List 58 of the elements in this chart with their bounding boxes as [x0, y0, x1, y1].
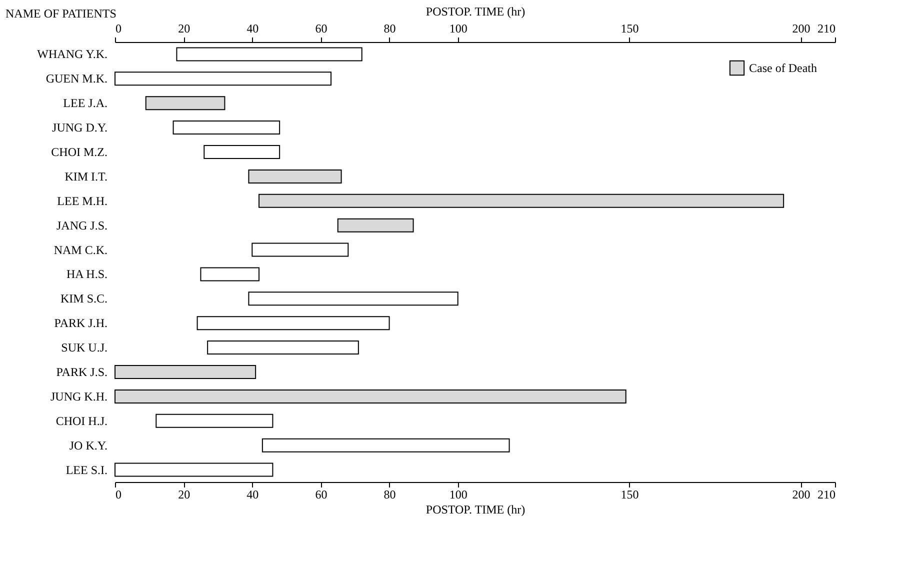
y-tick-label: PARK J.S.: [56, 365, 108, 379]
y-tick-label: HA H.S.: [66, 267, 108, 282]
y-tick-label: SUK U.J.: [61, 340, 108, 355]
x2-tick-label: 20: [178, 22, 190, 36]
legend-label: Case of Death: [749, 61, 817, 75]
y-tick-label: LEE M.H.: [57, 194, 108, 208]
bar: [114, 72, 332, 86]
y-axis-title: NAME OF PATIENTS: [6, 6, 116, 20]
x2-tick-label: 40: [246, 22, 259, 36]
x2-axis-title: POSTOP. TIME (hr): [426, 4, 526, 18]
x-tick-label: 60: [315, 488, 328, 502]
x-tick-label: 200: [792, 488, 810, 502]
y-tick-label: KIM I.T.: [64, 169, 108, 184]
y-tick-label: JANG J.S.: [56, 218, 108, 232]
x-tick-label: 20: [178, 488, 190, 502]
bar: [114, 389, 626, 404]
x2-tick-label: 150: [620, 22, 639, 36]
y-tick-label: CHOI H.J.: [56, 414, 108, 428]
x-axis-title: POSTOP. TIME (hr): [426, 502, 526, 516]
y-tick-label: KIM S.C.: [60, 292, 108, 306]
x2-tick-label: 0: [116, 22, 122, 36]
bar: [176, 47, 362, 62]
bar: [156, 414, 274, 428]
x-tick-label: 150: [620, 488, 639, 502]
x2-tick-label: 100: [449, 22, 468, 36]
y-tick-label: LEE J.A.: [63, 96, 108, 110]
y-tick-label: GUEN M.K.: [46, 72, 108, 86]
bar: [248, 169, 342, 184]
x-tick-label: 210: [818, 488, 836, 502]
y-tick-label: JUNG K.H.: [50, 389, 108, 404]
y-tick-label: PARK J.H.: [54, 316, 108, 330]
bar: [114, 462, 274, 477]
bar: [248, 292, 458, 306]
y-tick-label: LEE S.I.: [66, 462, 108, 477]
bar: [145, 96, 226, 110]
bar: [337, 218, 414, 232]
y-tick-label: JUNG D.Y.: [52, 120, 108, 135]
bar: [207, 340, 359, 355]
bar: [200, 267, 260, 282]
bar: [262, 438, 510, 452]
bar: [252, 242, 349, 257]
y-tick-label: WHANG Y.K.: [37, 47, 108, 62]
x2-tick-label: 80: [384, 22, 396, 36]
bar: [196, 316, 390, 330]
x2-tick-label: 60: [315, 22, 328, 36]
y-tick-label: CHOI M.Z.: [51, 145, 108, 159]
x2-tick-label: 210: [818, 22, 836, 36]
y-tick-label: JO K.Y.: [69, 438, 108, 452]
y-tick-label: NAM C.K.: [54, 242, 108, 257]
x-tick-label: 100: [449, 488, 468, 502]
x2-tick-label: 200: [792, 22, 810, 36]
x-tick-label: 0: [116, 488, 122, 502]
bar: [114, 365, 256, 379]
x-tick-label: 40: [246, 488, 259, 502]
bar: [172, 120, 280, 135]
bar: [204, 145, 280, 159]
bar: [258, 194, 784, 208]
x-tick-label: 80: [384, 488, 396, 502]
